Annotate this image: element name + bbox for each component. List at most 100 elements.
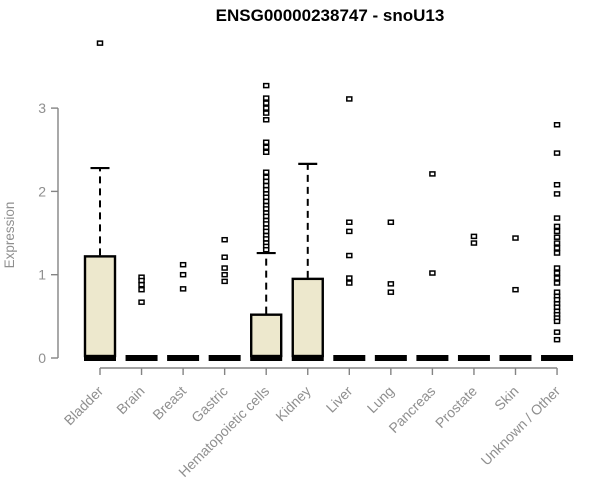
median-line — [208, 355, 241, 361]
outlier-point — [262, 221, 270, 227]
outlier-point — [262, 198, 270, 205]
outlier-point — [221, 278, 228, 285]
x-category-label: Breast — [149, 383, 189, 423]
x-category-label: Unknown / Other — [478, 383, 564, 469]
outlier-point — [179, 286, 187, 292]
outlier-point — [553, 150, 561, 156]
outlier-point — [553, 122, 561, 128]
outlier-point — [262, 228, 270, 235]
outlier-point — [346, 228, 353, 235]
outlier-point — [553, 181, 561, 188]
outlier-point — [553, 223, 561, 230]
x-category-label: Skin — [491, 383, 522, 414]
median-line — [457, 355, 490, 361]
outlier-point — [553, 250, 561, 256]
outlier-point — [387, 289, 395, 295]
outlier-point — [179, 271, 187, 278]
outlier-point — [262, 144, 270, 151]
outlier-point — [553, 234, 561, 240]
outlier-point — [553, 265, 561, 271]
outlier-point — [262, 100, 270, 106]
outlier-point — [346, 252, 353, 259]
outlier-point — [512, 235, 519, 241]
outlier-point — [429, 270, 436, 276]
x-category-label: Lung — [364, 383, 397, 416]
box — [291, 277, 324, 358]
outlier-point — [346, 280, 353, 286]
y-tick-label: 0 — [38, 350, 46, 366]
outlier-point — [262, 174, 270, 180]
outlier-point — [262, 169, 270, 175]
outlier-point — [553, 318, 561, 325]
outlier-point — [470, 233, 478, 240]
x-category-label: Liver — [323, 383, 356, 416]
outlier-point — [221, 265, 228, 271]
outlier-point — [138, 286, 145, 293]
outlier-point — [346, 219, 353, 225]
outlier-point — [346, 275, 353, 281]
x-category-label: Kidney — [272, 383, 314, 425]
y-axis-label: Expression — [2, 202, 17, 269]
outlier-point — [262, 105, 270, 111]
median-line — [167, 355, 200, 361]
outlier-point — [387, 281, 395, 287]
outlier-point — [262, 213, 270, 220]
outlier-point — [553, 275, 561, 281]
outlier-point — [553, 240, 561, 246]
outlier-point — [470, 240, 478, 246]
median-line — [84, 355, 116, 361]
outlier-point — [429, 171, 436, 177]
outlier-point — [262, 206, 270, 212]
outlier-point — [262, 194, 270, 200]
outlier-point — [138, 277, 145, 284]
outlier-point — [553, 191, 561, 197]
outlier-point — [262, 246, 270, 253]
outlier-point — [262, 110, 270, 116]
outlier-point — [262, 182, 270, 189]
box — [249, 313, 283, 358]
median-line — [333, 355, 366, 361]
outlier-point — [553, 215, 561, 221]
y-tick-label: 3 — [38, 100, 46, 116]
y-tick-label: 1 — [38, 267, 46, 283]
outlier-point — [179, 261, 187, 268]
outlier-point — [262, 82, 270, 89]
median-line — [250, 355, 283, 361]
outlier-point — [553, 280, 561, 286]
outlier-point — [553, 228, 561, 235]
outlier-point — [553, 329, 561, 335]
outlier-point — [96, 40, 104, 46]
median-line — [499, 355, 532, 361]
median-line — [374, 355, 407, 361]
outlier-point — [262, 95, 270, 101]
median-line — [125, 355, 158, 361]
median-line — [416, 355, 449, 361]
outlier-point — [262, 117, 270, 123]
outlier-point — [221, 254, 228, 260]
x-category-label: Prostate — [432, 383, 480, 431]
outlier-point — [138, 281, 145, 288]
outlier-point — [262, 178, 270, 185]
outlier-point — [553, 245, 561, 251]
median-line — [541, 355, 574, 361]
outlier-point — [553, 336, 561, 343]
outlier-point — [262, 186, 270, 193]
outlier-point — [138, 299, 145, 305]
outlier-point — [387, 219, 395, 225]
median-line — [291, 355, 324, 361]
outlier-point — [346, 96, 353, 102]
outlier-point — [221, 271, 228, 278]
y-tick-label: 2 — [38, 183, 46, 199]
outlier-point — [512, 286, 519, 293]
outlier-point — [553, 289, 561, 295]
outlier-point — [221, 236, 228, 243]
outlier-point — [262, 236, 270, 242]
outlier-point — [262, 149, 270, 155]
outlier-point — [553, 270, 561, 276]
x-category-label: Brain — [113, 383, 147, 417]
outlier-point — [553, 304, 561, 310]
outlier-point — [262, 139, 270, 146]
x-category-label: Bladder — [61, 383, 107, 429]
